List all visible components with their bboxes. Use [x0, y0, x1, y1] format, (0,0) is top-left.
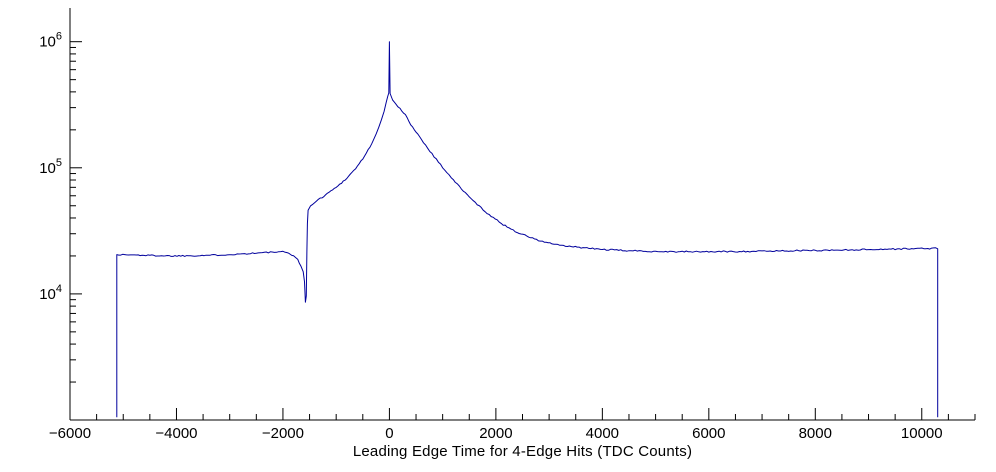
x-tick-label: 0	[385, 425, 393, 442]
x-axis-title: Leading Edge Time for 4-Edge Hits (TDC C…	[352, 443, 693, 460]
y-tick-label: 106	[39, 31, 62, 51]
x-tick-label: −2000	[262, 425, 304, 442]
x-tick-label: 2000	[479, 425, 512, 442]
x-tick-label: 8000	[799, 425, 832, 442]
histogram-series-path	[116, 41, 939, 418]
x-tick-label: 10000	[901, 425, 943, 442]
x-tick-label: −4000	[155, 425, 197, 442]
y-tick-label: 104	[39, 283, 62, 303]
x-tick-label: 6000	[692, 425, 725, 442]
x-tick-label: −6000	[49, 425, 91, 442]
y-tick-label: 105	[39, 157, 62, 177]
x-tick-label: 4000	[586, 425, 619, 442]
